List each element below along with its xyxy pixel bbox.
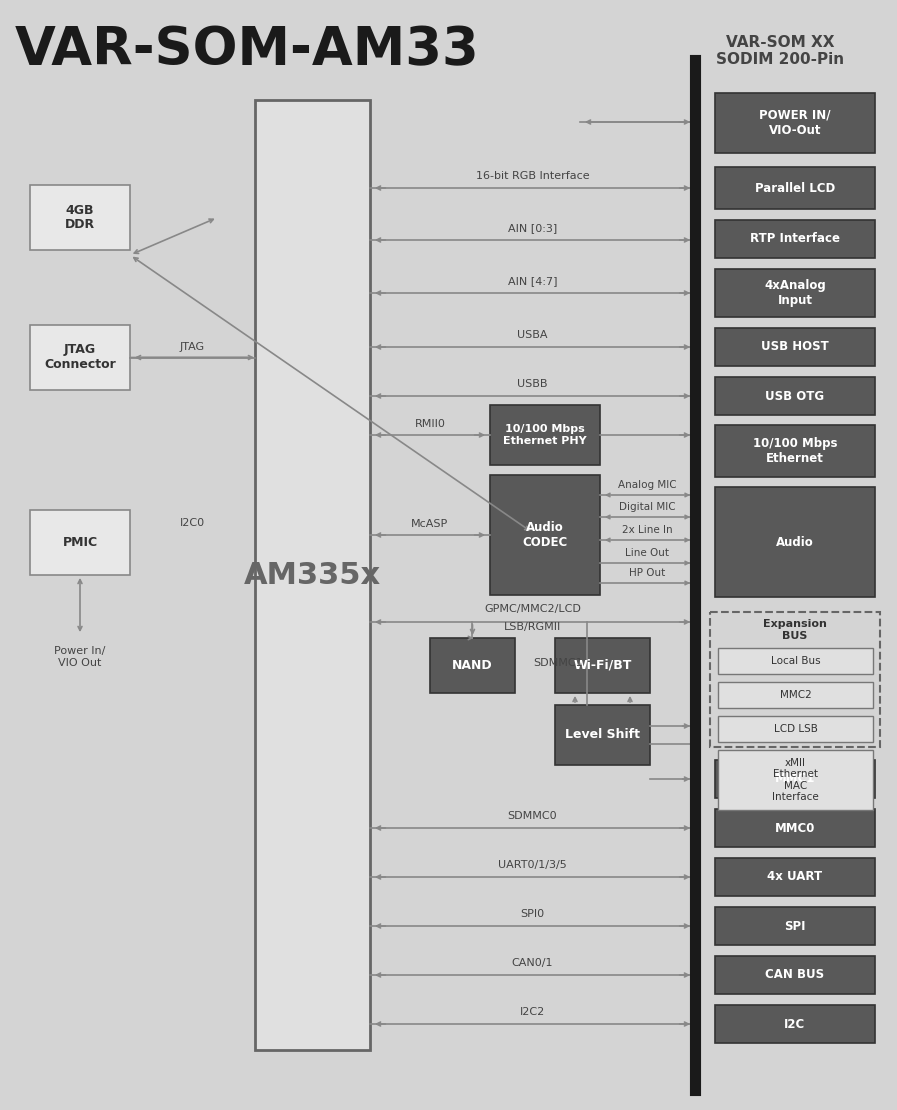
Text: MMC2: MMC2 — [779, 690, 812, 700]
Text: UART0/1/3/5: UART0/1/3/5 — [498, 860, 567, 870]
Text: RMII0: RMII0 — [414, 418, 446, 428]
Text: JTAG
Connector: JTAG Connector — [44, 343, 116, 372]
Text: NAND: NAND — [452, 659, 492, 672]
Bar — [30, 509, 130, 575]
Bar — [255, 100, 370, 1050]
Text: 4x UART: 4x UART — [768, 870, 823, 884]
Bar — [555, 705, 650, 765]
Bar — [715, 858, 875, 896]
Text: VAR-SOM XX
SODIM 200-Pin: VAR-SOM XX SODIM 200-Pin — [716, 36, 844, 68]
Bar — [715, 956, 875, 993]
Bar — [718, 716, 873, 741]
Text: USBB: USBB — [518, 379, 548, 388]
Text: Line Out: Line Out — [625, 548, 669, 558]
Text: GPMC/MMC2/LCD: GPMC/MMC2/LCD — [484, 604, 581, 614]
Bar — [715, 166, 875, 209]
Text: VAR-SOM-AM33: VAR-SOM-AM33 — [15, 24, 480, 75]
Bar — [715, 93, 875, 153]
Text: LCD LSB: LCD LSB — [773, 724, 817, 734]
Text: Expansion
BUS: Expansion BUS — [763, 619, 827, 640]
Text: Audio: Audio — [776, 535, 814, 548]
Text: HP Out: HP Out — [630, 568, 666, 578]
Bar — [715, 220, 875, 258]
Text: SPI: SPI — [784, 919, 806, 932]
Text: 10/100 Mbps
Ethernet PHY: 10/100 Mbps Ethernet PHY — [503, 424, 587, 446]
Bar — [718, 750, 873, 810]
Text: SPI0: SPI0 — [520, 909, 544, 919]
Text: xMII
Ethernet
MAC
Interface: xMII Ethernet MAC Interface — [772, 758, 819, 803]
Text: 4xAnalog
Input: 4xAnalog Input — [764, 279, 826, 307]
Text: PMIC: PMIC — [63, 536, 98, 549]
Text: Level Shift: Level Shift — [565, 728, 640, 741]
Bar — [715, 1005, 875, 1043]
Text: McASP: McASP — [412, 519, 448, 529]
Bar — [30, 325, 130, 390]
Bar — [710, 612, 880, 747]
Bar — [715, 377, 875, 415]
Bar — [30, 185, 130, 250]
Bar — [490, 405, 600, 465]
Text: I2C: I2C — [784, 1018, 806, 1030]
Bar — [715, 327, 875, 366]
Text: Parallel LCD: Parallel LCD — [755, 182, 835, 194]
Bar — [715, 269, 875, 317]
Bar — [718, 648, 873, 674]
Text: I2C0: I2C0 — [180, 517, 205, 527]
Text: 4GB
DDR: 4GB DDR — [65, 203, 95, 232]
Text: MMC1: MMC1 — [775, 773, 815, 786]
Text: RTP Interface: RTP Interface — [750, 232, 840, 245]
Text: Audio
CODEC: Audio CODEC — [522, 521, 568, 549]
Text: USB HOST: USB HOST — [762, 341, 829, 353]
Bar — [555, 638, 650, 693]
Text: LSB/RGMII: LSB/RGMII — [504, 622, 562, 632]
Text: JTAG: JTAG — [180, 343, 205, 353]
Bar — [715, 425, 875, 477]
Text: Digital MIC: Digital MIC — [619, 502, 675, 512]
Bar — [490, 475, 600, 595]
Text: MMC0: MMC0 — [775, 821, 815, 835]
Bar — [715, 809, 875, 847]
Text: Wi-Fi/BT: Wi-Fi/BT — [573, 659, 631, 672]
Bar — [715, 907, 875, 945]
Text: Power In/
VIO Out: Power In/ VIO Out — [55, 646, 106, 668]
Text: 10/100 Mbps
Ethernet: 10/100 Mbps Ethernet — [753, 437, 837, 465]
Text: CAN0/1: CAN0/1 — [512, 958, 553, 968]
Text: CAN BUS: CAN BUS — [765, 969, 824, 981]
Bar — [715, 760, 875, 798]
Text: SDMMC0: SDMMC0 — [508, 811, 557, 821]
Text: AIN [0:3]: AIN [0:3] — [508, 223, 557, 233]
Text: AIN [4:7]: AIN [4:7] — [508, 276, 557, 286]
Text: USB OTG: USB OTG — [765, 390, 824, 403]
Text: Local Bus: Local Bus — [771, 656, 821, 666]
Text: 16-bit RGB Interface: 16-bit RGB Interface — [475, 171, 589, 181]
Text: Analog MIC: Analog MIC — [618, 480, 677, 490]
Text: SDMMC1: SDMMC1 — [533, 658, 582, 668]
Bar — [715, 487, 875, 597]
Text: POWER IN/
VIO-Out: POWER IN/ VIO-Out — [759, 109, 831, 137]
Text: AM335x: AM335x — [244, 561, 381, 589]
Text: I2C2: I2C2 — [520, 1007, 545, 1017]
Text: USBA: USBA — [518, 330, 548, 340]
Text: 2x Line In: 2x Line In — [623, 525, 673, 535]
Bar — [718, 682, 873, 708]
Bar — [430, 638, 515, 693]
